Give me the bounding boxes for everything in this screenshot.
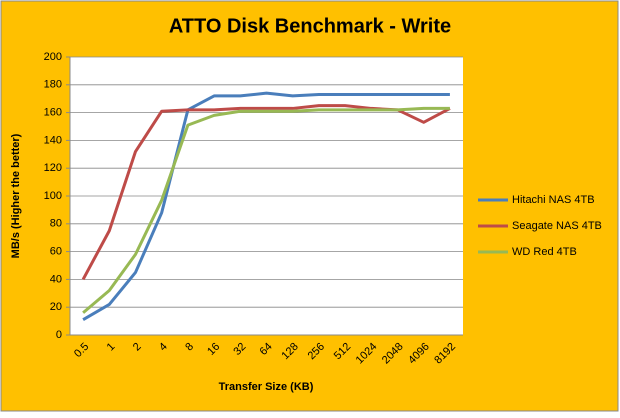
legend-label: Hitachi NAS 4TB — [512, 194, 595, 206]
y-tick-label: 60 — [50, 246, 62, 258]
y-tick-label: 40 — [50, 273, 62, 285]
y-tick-label: 200 — [44, 51, 62, 63]
series-line — [82, 91, 450, 322]
legend-label: Seagate NAS 4TB — [512, 220, 602, 232]
y-tick-label: 20 — [50, 301, 62, 313]
series-line — [82, 106, 450, 314]
x-axis-label: Transfer Size (KB) — [219, 381, 314, 393]
y-tick-label: 120 — [44, 162, 62, 174]
y-tick-label: 140 — [44, 134, 62, 146]
y-tick-label: 80 — [50, 218, 62, 230]
y-tick-label: 180 — [44, 79, 62, 91]
y-tick-label: 0 — [56, 329, 62, 341]
legend-label: WD Red 4TB — [512, 246, 577, 258]
y-tick-label: 100 — [44, 190, 62, 202]
chart-title: ATTO Disk Benchmark - Write — [169, 15, 451, 37]
y-tick-label: 160 — [44, 107, 62, 119]
y-axis-label: MB/s (Higher the better) — [10, 133, 22, 258]
